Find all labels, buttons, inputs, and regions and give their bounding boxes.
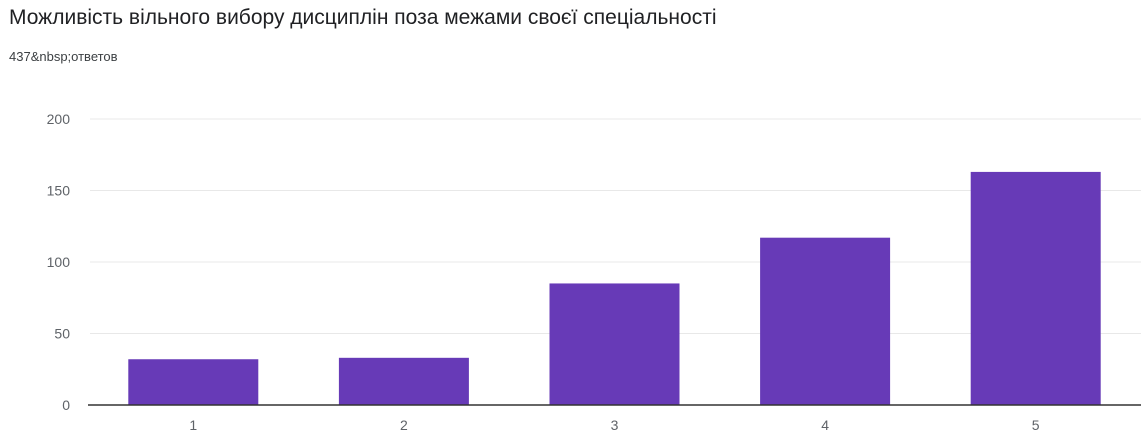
chart-title: Можливість вільного вибору дисциплін поз… — [9, 6, 717, 29]
y-tick-label: 150 — [47, 183, 71, 199]
x-tick-label: 5 — [1032, 417, 1040, 433]
response-count: 437&nbsp;ответов — [9, 49, 118, 64]
y-tick-label: 200 — [47, 111, 71, 127]
x-tick-label: 2 — [400, 417, 408, 433]
bar-4[interactable] — [760, 237, 891, 405]
y-tick-label: 100 — [47, 254, 71, 270]
y-tick-label: 0 — [62, 397, 70, 413]
bars — [128, 171, 1101, 405]
x-tick-label: 4 — [821, 417, 829, 433]
bar-3[interactable] — [549, 283, 680, 405]
x-tick-label: 1 — [189, 417, 197, 433]
x-axis-ticks: 1 2 3 4 5 — [189, 417, 1039, 433]
bar-2[interactable] — [338, 357, 469, 405]
x-tick-label: 3 — [611, 417, 619, 433]
y-tick-label: 50 — [54, 326, 70, 342]
y-axis-ticks: 0 50 100 150 200 — [47, 111, 71, 413]
bar-1[interactable] — [128, 359, 259, 405]
bar-5[interactable] — [970, 171, 1101, 405]
